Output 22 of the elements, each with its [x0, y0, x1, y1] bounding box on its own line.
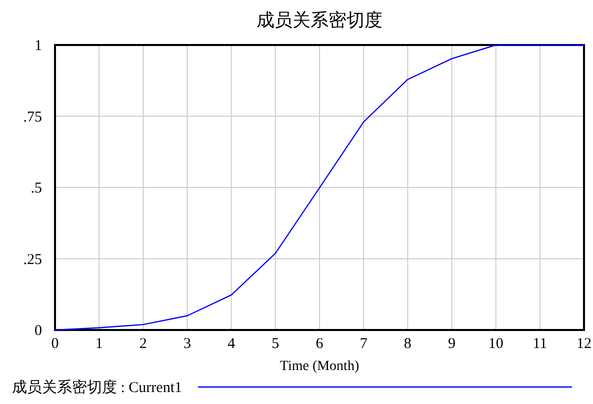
x-tick-label: 10 — [488, 336, 504, 352]
y-tick-label: 1 — [34, 38, 42, 54]
x-tick-label: 9 — [448, 336, 456, 352]
x-tick-label: 6 — [316, 336, 324, 352]
y-tick-label: .75 — [23, 109, 42, 126]
x-tick-label: 11 — [532, 336, 548, 352]
x-tick-label: 4 — [228, 336, 236, 352]
text: 成员关系密切度 : Current1 — [12, 379, 182, 396]
chart-title: 成员关系密切度 — [256, 10, 382, 31]
x-tick-label: 5 — [272, 336, 280, 352]
x-tick-label: 0 — [51, 336, 59, 352]
x-tick-label: 1 — [95, 336, 103, 352]
x-tick-label: 3 — [184, 336, 191, 352]
x-tick-label: 12 — [576, 336, 592, 352]
x-axis-title: Time (Month) — [280, 359, 360, 374]
y-tick-label: .25 — [23, 252, 42, 268]
x-tick-label: 8 — [404, 336, 412, 352]
x-tick-label: 7 — [360, 336, 368, 352]
x-tick-label: 2 — [139, 336, 147, 352]
y-tick-label: .5 — [30, 180, 42, 196]
y-tick-label: 0 — [34, 323, 42, 339]
line-series — [54, 44, 585, 331]
